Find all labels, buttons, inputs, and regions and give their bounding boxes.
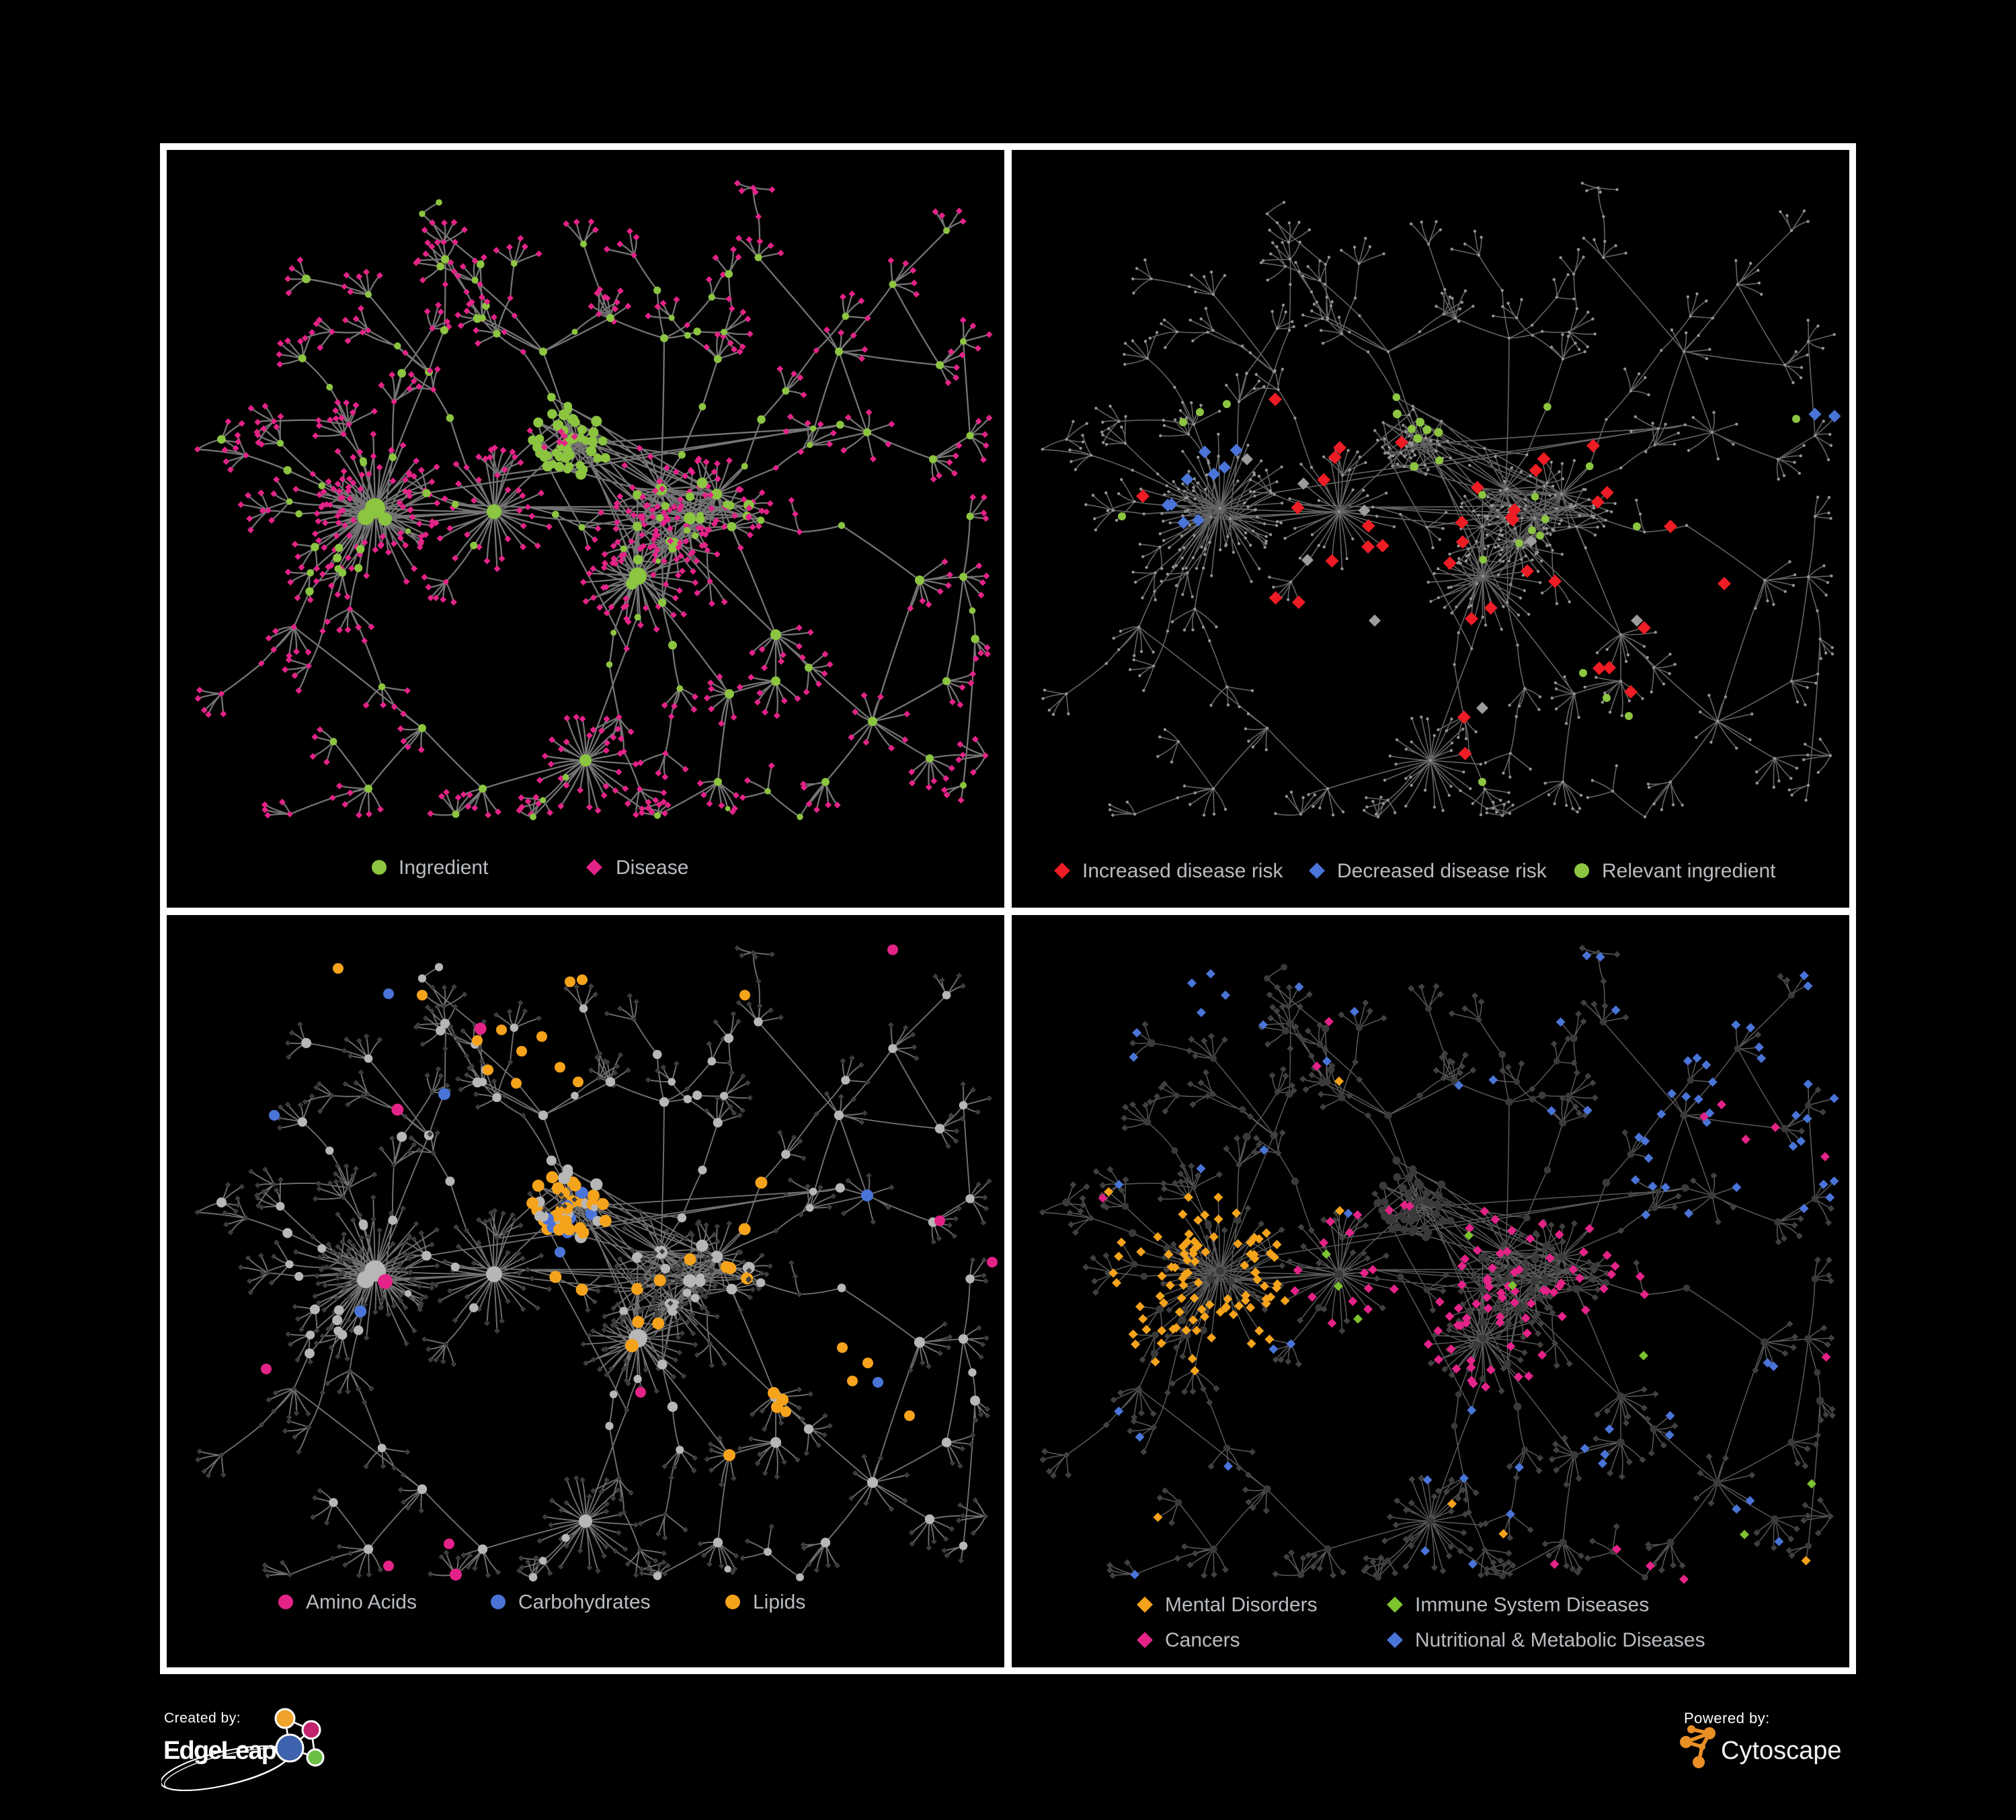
svg-text:Immune System Diseases: Immune System Diseases — [1415, 1594, 1649, 1616]
svg-text:Disease: Disease — [616, 857, 688, 879]
svg-text:Cytoscape: Cytoscape — [1721, 1737, 1842, 1765]
svg-text:Decreased disease risk: Decreased disease risk — [1337, 860, 1547, 882]
svg-text:Lipids: Lipids — [753, 1591, 805, 1614]
svg-text:Powered by:: Powered by: — [1684, 1710, 1770, 1727]
svg-text:Amino Acids: Amino Acids — [306, 1591, 417, 1614]
svg-text:Mental Disorders: Mental Disorders — [1165, 1594, 1318, 1616]
svg-text:Relevant ingredient: Relevant ingredient — [1602, 860, 1776, 882]
svg-text:Ingredient: Ingredient — [399, 857, 489, 879]
svg-text:EdgeLeap: EdgeLeap — [163, 1737, 276, 1765]
svg-text:Nutritional & Metabolic Diseas: Nutritional & Metabolic Diseases — [1415, 1629, 1705, 1651]
svg-text:Carbohydrates: Carbohydrates — [518, 1591, 651, 1614]
svg-text:Cancers: Cancers — [1165, 1629, 1240, 1651]
svg-text:Increased disease risk: Increased disease risk — [1082, 860, 1283, 882]
svg-text:Created by:: Created by: — [164, 1710, 241, 1726]
